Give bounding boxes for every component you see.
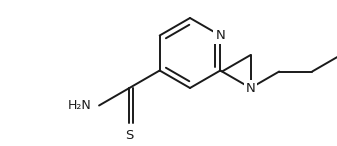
- Text: N: N: [215, 29, 225, 42]
- Text: S: S: [125, 129, 133, 142]
- Text: H₂N: H₂N: [67, 99, 91, 112]
- Text: N: N: [246, 81, 255, 94]
